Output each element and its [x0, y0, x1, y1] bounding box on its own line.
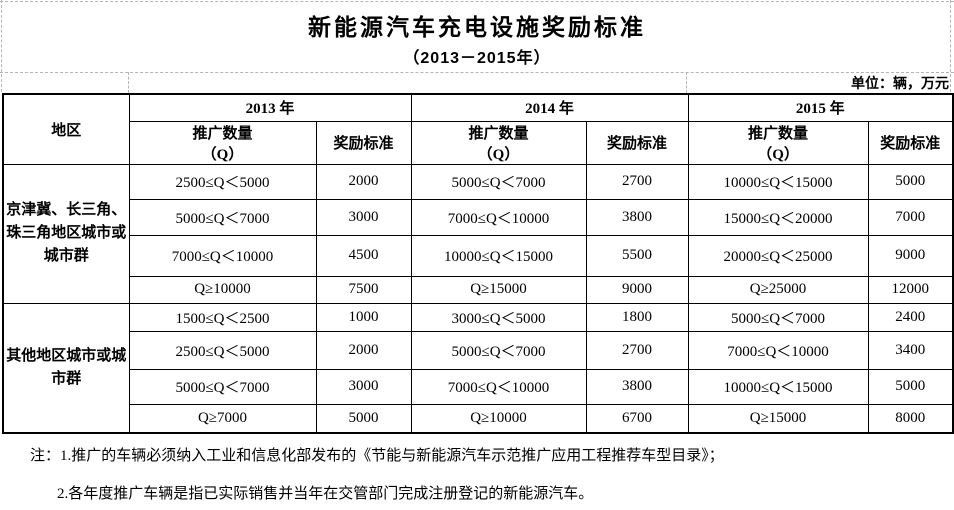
unit-label: 单位：辆，万元: [851, 75, 949, 91]
reward-header-2014: 奖励标准: [585, 120, 689, 165]
qty-range-cell: 7000≤Q＜10000: [687, 330, 869, 370]
reward-value-cell: 7000: [867, 198, 954, 236]
qty-header-2013: 推广数量 （Q）: [128, 120, 317, 165]
reward-value-cell: 2700: [585, 330, 689, 370]
qty-range-cell: 7000≤Q＜10000: [410, 368, 587, 405]
table-row: 7000≤Q＜10000 4500 10000≤Q＜15000 5500 20000≤Q…: [3, 234, 954, 277]
table-row: Q≥10000 7500 Q≥15000 9000 Q≥25000 12000: [3, 275, 954, 304]
region-column-header: 地区: [2, 93, 130, 165]
reward-value-cell: 1000: [315, 302, 412, 332]
year-header-row: 地区 2013 年 2014 年 2015 年: [2, 93, 954, 165]
qty-range-cell: Q≥7000: [128, 403, 317, 434]
qty-range-cell: Q≥15000: [410, 275, 587, 304]
reward-value-cell: 2000: [315, 163, 412, 200]
qty-range-cell: 10000≤Q＜15000: [687, 368, 869, 405]
qty-range-cell: 2500≤Q＜5000: [128, 330, 317, 370]
gridline-right: [950, 0, 951, 92]
reward-header-2013: 奖励标准: [315, 120, 412, 165]
gridline-top: [0, 1, 954, 2]
qty-range-cell: 15000≤Q＜20000: [687, 198, 869, 236]
qty-header-line1: 推广数量: [468, 125, 529, 142]
qty-range-cell: 7000≤Q＜10000: [128, 234, 317, 277]
reward-value-cell: 2700: [585, 163, 689, 200]
footnotes: 注：1.推广的车辆必须纳入工业和信息化部发布的《节能与新能源汽车示范推广应用工程…: [0, 444, 954, 503]
region-name-cell: 京津冀、长三角、珠三角地区城市或城市群: [2, 163, 130, 304]
reward-value-cell: 3000: [315, 368, 412, 405]
page-title: 新能源汽车充电设施奖励标准: [308, 14, 646, 40]
qty-range-cell: Q≥10000: [410, 403, 587, 434]
table-row: 京津冀、长三角、珠三角地区城市或城市群 2500≤Q＜5000 2000 5000≤Q…: [2, 163, 954, 304]
qty-range-cell: Q≥25000: [687, 275, 869, 304]
qty-range-cell: Q≥10000: [128, 275, 317, 304]
table-row: 其他地区城市或城市群 1500≤Q＜2500 1000 3000≤Q＜5000 1800…: [2, 302, 954, 434]
reward-value-cell: 7500: [315, 275, 412, 304]
qty-range-cell: Q≥15000: [687, 403, 869, 434]
reward-value-cell: 1800: [585, 302, 689, 332]
reward-value-cell: 3800: [585, 368, 689, 405]
footnote-line-1: 注：1.推广的车辆必须纳入工业和信息化部发布的《节能与新能源汽车示范推广应用工程…: [30, 448, 724, 464]
qty-range-cell: 5000≤Q＜7000: [128, 198, 317, 236]
reward-value-cell: 5000: [867, 163, 954, 200]
reward-value-cell: 3000: [315, 198, 412, 236]
reward-value-cell: 6700: [585, 403, 689, 434]
reward-value-cell: 5000: [315, 403, 412, 434]
reward-standard-table: 地区 2013 年 2014 年 2015 年 推广数量 （Q） 奖励标准 推广数…: [2, 93, 954, 434]
gridline-col5: [686, 72, 687, 93]
year-2014-header: 2014 年: [410, 93, 689, 122]
qty-header-line1: 推广数量: [748, 125, 809, 142]
table-row: 5000≤Q＜7000 3000 7000≤Q＜10000 3800 10000≤Q＜1…: [3, 368, 954, 405]
page-subtitle: （2013－2015年）: [403, 50, 551, 67]
qty-range-cell: 5000≤Q＜7000: [410, 163, 587, 200]
qty-header-2014: 推广数量 （Q）: [410, 120, 587, 165]
year-2013-header: 2013 年: [128, 93, 412, 122]
gridline-col1: [128, 72, 129, 93]
qty-header-2015: 推广数量 （Q）: [687, 120, 869, 165]
reward-value-cell: 12000: [867, 275, 954, 304]
table-row: Q≥7000 5000 Q≥10000 6700 Q≥15000 8000: [3, 403, 954, 434]
region-name-cell: 其他地区城市或城市群: [2, 302, 130, 434]
year-2015-header: 2015 年: [687, 93, 954, 122]
qty-range-cell: 10000≤Q＜15000: [687, 163, 869, 200]
table-body: 京津冀、长三角、珠三角地区城市或城市群 2500≤Q＜5000 2000 5000≤Q…: [2, 163, 954, 434]
qty-range-cell: 3000≤Q＜5000: [410, 302, 587, 332]
qty-range-cell: 10000≤Q＜15000: [410, 234, 587, 277]
qty-range-cell: 5000≤Q＜7000: [410, 330, 587, 370]
reward-value-cell: 8000: [867, 403, 954, 434]
reward-value-cell: 3800: [585, 198, 689, 236]
qty-header-line2: （Q）: [201, 146, 244, 163]
reward-value-cell: 5000: [867, 368, 954, 405]
qty-header-line1: 推广数量: [192, 125, 253, 142]
table-row: 2500≤Q＜5000 2000 5000≤Q＜7000 2700 7000≤Q＜100…: [3, 330, 954, 370]
reward-value-cell: 5500: [585, 234, 689, 277]
subheader-row: 推广数量 （Q） 奖励标准 推广数量 （Q） 奖励标准 推广数量 （Q） 奖励标准: [3, 120, 954, 165]
gridline-left: [1, 0, 2, 92]
reward-value-cell: 2000: [315, 330, 412, 370]
gridline-under-title: [0, 72, 954, 73]
table-row: 5000≤Q＜7000 3000 7000≤Q＜10000 3800 15000≤Q＜2…: [3, 198, 954, 236]
reward-value-cell: 9000: [867, 234, 954, 277]
reward-header-2015: 奖励标准: [867, 120, 954, 165]
reward-value-cell: 4500: [315, 234, 412, 277]
qty-header-line2: （Q）: [477, 146, 520, 163]
qty-range-cell: 5000≤Q＜7000: [687, 302, 869, 332]
qty-range-cell: 5000≤Q＜7000: [128, 368, 317, 405]
reward-value-cell: 9000: [585, 275, 689, 304]
qty-range-cell: 2500≤Q＜5000: [128, 163, 317, 200]
reward-value-cell: 3400: [867, 330, 954, 370]
qty-range-cell: 7000≤Q＜10000: [410, 198, 587, 236]
reward-value-cell: 2400: [867, 302, 954, 332]
qty-range-cell: 20000≤Q＜25000: [687, 234, 869, 277]
footnote-line-2: 2.各年度推广车辆是指已实际销售并当年在交管部门完成注册登记的新能源汽车。: [57, 486, 594, 502]
qty-header-line2: （Q）: [757, 146, 799, 163]
qty-range-cell: 1500≤Q＜2500: [128, 302, 317, 332]
